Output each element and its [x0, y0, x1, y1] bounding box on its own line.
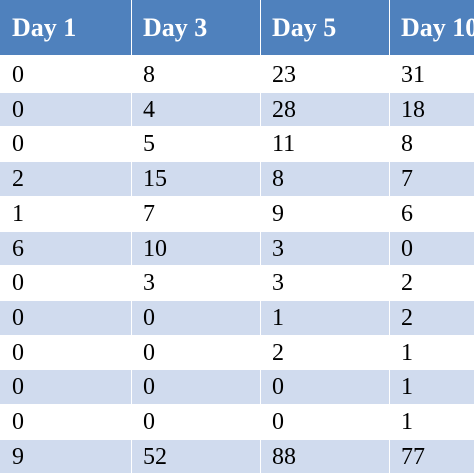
table-cell: 0 — [12, 304, 24, 331]
header-day-1: Day 1 — [12, 13, 77, 42]
table-cell: 4 — [143, 96, 155, 123]
table-cell: 52 — [143, 443, 167, 470]
table-cell: 8 — [401, 131, 413, 158]
table-cell: 1 — [12, 200, 24, 227]
table-cell: 0 — [143, 304, 155, 331]
header-day-10: Day 10 — [401, 13, 474, 42]
table-cell: 7 — [401, 166, 413, 193]
table-cell: 0 — [272, 409, 284, 435]
table-cell: 9 — [272, 200, 284, 227]
table-cell: 0 — [12, 409, 24, 435]
table-row: 6 10 3 0 — [0, 231, 474, 267]
table-row: 9 52 88 77 — [0, 439, 474, 474]
header-day-5: Day 5 — [272, 13, 337, 42]
table-cell: 15 — [143, 166, 167, 193]
table-row: 0 0 1 2 — [0, 300, 474, 336]
table-cell: 18 — [401, 96, 425, 123]
column-divider — [131, 0, 132, 474]
table-cell: 88 — [272, 443, 296, 470]
column-divider — [389, 0, 390, 474]
table-row: 0 0 2 1 — [0, 335, 474, 371]
table-cell: 0 — [143, 339, 155, 366]
table-cell: 0 — [12, 339, 24, 366]
table-cell: 0 — [401, 235, 413, 262]
table-cell: 0 — [12, 96, 24, 123]
table-cell: 0 — [12, 270, 24, 297]
table-cell: 0 — [143, 409, 155, 435]
table-cell: 5 — [143, 131, 155, 158]
table-header-row: Day 1 Day 3 Day 5 Day 10 — [0, 0, 474, 58]
header-day-3: Day 3 — [143, 13, 208, 42]
table-row: 0 0 0 1 — [0, 405, 474, 440]
table-cell: 10 — [143, 235, 167, 262]
table-cell: 1 — [401, 409, 413, 435]
table-cell: 1 — [401, 339, 413, 366]
table-cell: 28 — [272, 96, 296, 123]
table-cell: 0 — [12, 62, 24, 88]
table-cell: 6 — [401, 200, 413, 227]
table-cell: 8 — [272, 166, 284, 193]
table-row: 0 5 11 8 — [0, 127, 474, 163]
table-row: 0 4 28 18 — [0, 92, 474, 128]
table-cell: 3 — [272, 270, 284, 297]
table-cell: 0 — [143, 374, 155, 401]
table-cell: 1 — [401, 374, 413, 401]
table-row: 0 0 0 1 — [0, 370, 474, 405]
table-cell: 0 — [272, 374, 284, 401]
table-cell: 6 — [12, 235, 24, 262]
table-cell: 11 — [272, 131, 296, 158]
table-row: 0 3 3 2 — [0, 266, 474, 301]
table-cell: 23 — [272, 62, 296, 88]
table-cell: 0 — [12, 374, 24, 401]
table-cell: 2 — [12, 166, 24, 193]
table-cell: 2 — [272, 339, 284, 366]
table-cell: 31 — [401, 62, 425, 88]
table-cell: 2 — [401, 304, 413, 331]
table-cell: 1 — [272, 304, 284, 331]
table-cell: 77 — [401, 443, 425, 470]
table-row: 2 15 8 7 — [0, 162, 474, 197]
column-divider — [260, 0, 261, 474]
table-row: 0 8 23 31 — [0, 58, 474, 93]
table-cell: 0 — [12, 131, 24, 158]
table-cell: 7 — [143, 200, 155, 227]
table-cell: 2 — [401, 270, 413, 297]
table-cell: 9 — [12, 443, 24, 470]
table-cell: 3 — [143, 270, 155, 297]
table-cell: 8 — [143, 62, 155, 88]
table-cell: 3 — [272, 235, 284, 262]
